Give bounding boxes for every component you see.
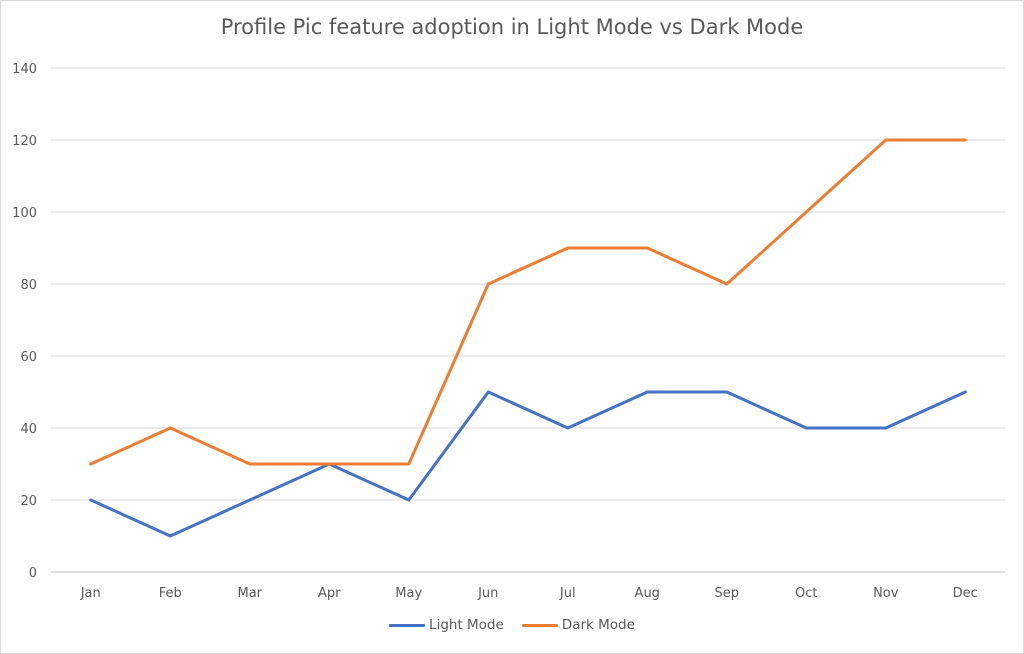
x-tick-label: Jan bbox=[80, 586, 101, 601]
y-tick-label: 100 bbox=[12, 206, 37, 221]
data-point-dark-mode bbox=[804, 210, 808, 214]
x-tick-label: Nov bbox=[873, 586, 899, 601]
y-tick-label: 40 bbox=[20, 422, 37, 437]
legend-item-dark-mode: Dark Mode bbox=[521, 617, 635, 633]
data-point-light-mode bbox=[963, 390, 967, 394]
data-point-light-mode bbox=[407, 498, 411, 502]
legend-swatch bbox=[521, 623, 558, 627]
y-tick-label: 60 bbox=[20, 350, 37, 365]
x-tick-label: Jun bbox=[477, 586, 498, 601]
data-point-light-mode bbox=[168, 534, 172, 538]
data-point-light-mode bbox=[804, 426, 808, 430]
x-tick-label: Aug bbox=[635, 586, 660, 601]
x-tick-label: Apr bbox=[318, 586, 341, 601]
data-point-light-mode bbox=[248, 498, 252, 502]
data-point-light-mode bbox=[884, 426, 888, 430]
data-point-dark-mode bbox=[168, 426, 172, 430]
x-tick-label: Dec bbox=[953, 586, 978, 601]
y-tick-label: 0 bbox=[29, 566, 37, 581]
y-tick-label: 140 bbox=[12, 62, 37, 77]
chart-title: Profile Pic feature adoption in Light Mo… bbox=[220, 15, 804, 39]
x-tick-label: Feb bbox=[159, 586, 182, 601]
data-point-light-mode bbox=[89, 498, 93, 502]
data-point-dark-mode bbox=[327, 462, 331, 466]
legend-swatch bbox=[389, 623, 426, 627]
data-point-dark-mode bbox=[407, 462, 411, 466]
y-tick-label: 120 bbox=[12, 134, 37, 149]
data-point-light-mode bbox=[566, 426, 570, 430]
data-point-light-mode bbox=[486, 390, 490, 394]
data-point-dark-mode bbox=[89, 462, 93, 466]
data-point-dark-mode bbox=[486, 282, 490, 286]
data-point-dark-mode bbox=[725, 282, 729, 286]
data-point-dark-mode bbox=[645, 246, 649, 250]
y-tick-label: 20 bbox=[20, 494, 37, 509]
legend-label: Dark Mode bbox=[561, 617, 635, 633]
x-tick-label: May bbox=[395, 586, 422, 601]
data-point-light-mode bbox=[645, 390, 649, 394]
data-point-dark-mode bbox=[963, 138, 967, 142]
series-line-light-mode bbox=[89, 390, 967, 538]
y-tick-label: 80 bbox=[20, 278, 37, 293]
x-tick-label: Oct bbox=[795, 586, 817, 601]
data-point-dark-mode bbox=[566, 246, 570, 250]
legend-label: Light Mode bbox=[429, 617, 504, 633]
x-tick-label: Jul bbox=[559, 586, 576, 601]
data-point-dark-mode bbox=[248, 462, 252, 466]
data-point-light-mode bbox=[725, 390, 729, 394]
x-tick-label: Mar bbox=[237, 586, 262, 601]
x-tick-label: Sep bbox=[714, 586, 739, 601]
chart-legend: Light Mode Dark Mode bbox=[1, 617, 1023, 633]
series-line-dark-mode bbox=[89, 138, 967, 466]
data-point-dark-mode bbox=[884, 138, 888, 142]
legend-item-light-mode: Light Mode bbox=[389, 617, 504, 633]
